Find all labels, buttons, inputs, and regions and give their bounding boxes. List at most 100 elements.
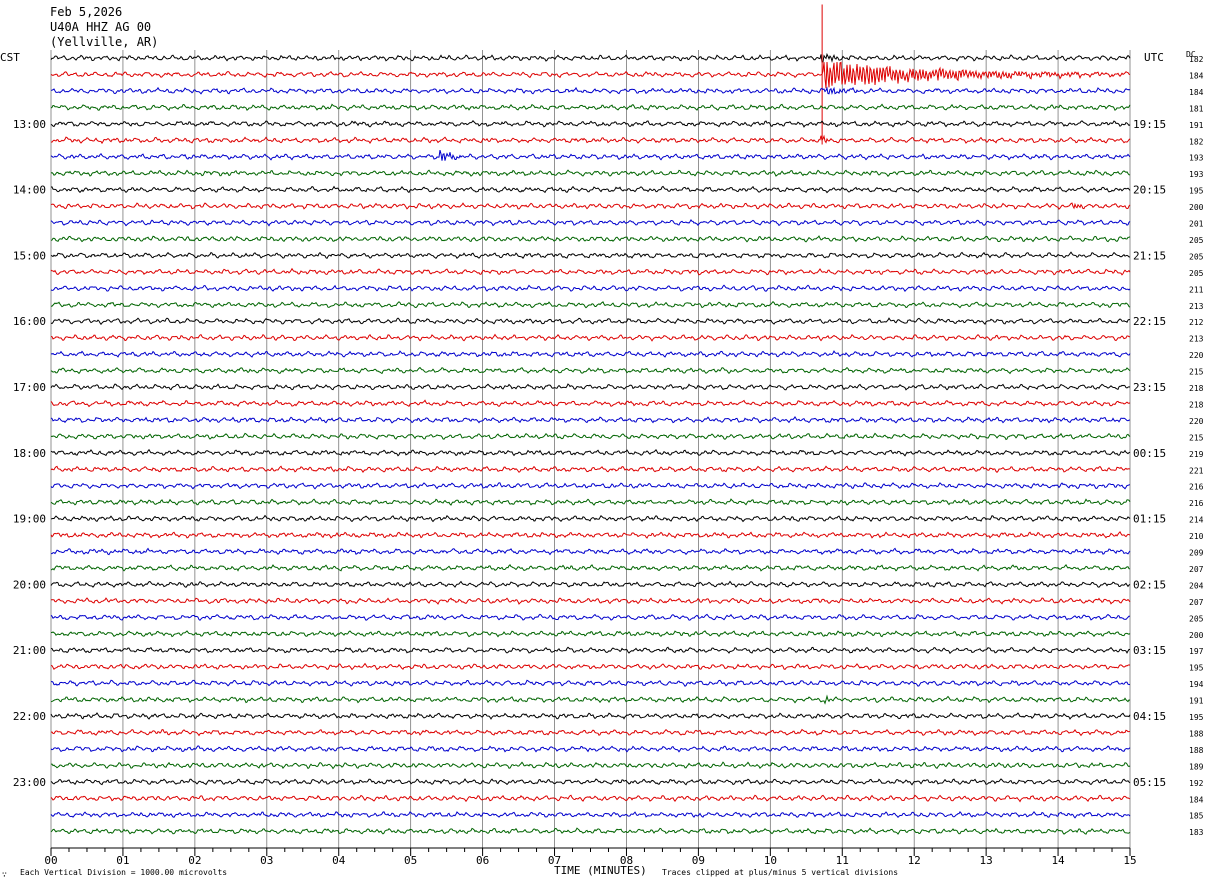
trace-line xyxy=(50,399,1131,408)
x-tick-label: 11 xyxy=(836,854,849,867)
dc-offset-label: 213 xyxy=(1189,302,1204,311)
trace-line xyxy=(50,333,1131,342)
x-tick-label: 02 xyxy=(188,854,201,867)
x-tick-label: 10 xyxy=(764,854,777,867)
dc-offset-label: 189 xyxy=(1189,762,1204,771)
trace-line xyxy=(50,61,1131,89)
dc-offset-label: 182 xyxy=(1189,55,1204,64)
trace-line xyxy=(50,547,1131,556)
x-axis-title: TIME (MINUTES) xyxy=(554,864,647,877)
dc-offset-label: 210 xyxy=(1189,532,1204,541)
dc-offset-label: 181 xyxy=(1189,104,1204,113)
left-hour-label: 13:00 xyxy=(13,118,46,131)
trace-line xyxy=(50,219,1131,227)
trace-line xyxy=(50,350,1131,358)
dc-offset-label: 191 xyxy=(1189,697,1204,706)
left-hour-label: 16:00 xyxy=(13,315,46,328)
trace-line xyxy=(50,235,1131,243)
dc-offset-label: 192 xyxy=(1189,779,1204,788)
trace-line xyxy=(50,383,1131,391)
trace-line xyxy=(50,531,1131,539)
trace-line xyxy=(50,694,1131,705)
dc-offset-label: 219 xyxy=(1189,450,1204,459)
x-tick-label: 01 xyxy=(116,854,129,867)
left-hour-label: 17:00 xyxy=(13,381,46,394)
x-tick-label: 06 xyxy=(476,854,489,867)
dc-offset-label: 195 xyxy=(1189,664,1204,673)
left-hour-labels: 13:00 14:00 15:00 16:00 17:00 18:00 19:00 20:00… xyxy=(13,118,46,789)
right-hour-label: 19:15 xyxy=(1133,118,1166,131)
trace-line xyxy=(50,185,1131,194)
dc-offset-label: 221 xyxy=(1189,466,1204,475)
dc-offset-label: 184 xyxy=(1189,88,1204,97)
trace-line xyxy=(50,646,1131,655)
trace-line xyxy=(50,119,1131,128)
dc-offset-header: DC xyxy=(1186,50,1196,59)
trace-line xyxy=(50,761,1131,770)
trace-line xyxy=(50,169,1131,178)
trace-line xyxy=(50,613,1131,621)
dc-offset-label: 204 xyxy=(1189,581,1204,590)
x-tick-label: 13 xyxy=(980,854,993,867)
trace-line xyxy=(50,448,1131,457)
trace-line xyxy=(50,794,1131,803)
trace-line xyxy=(50,728,1131,737)
trace-line xyxy=(50,712,1131,720)
trace-line xyxy=(50,630,1131,638)
left-hour-label: 22:00 xyxy=(13,710,46,723)
x-tick-label: 07 xyxy=(548,854,561,867)
dc-offset-label: 188 xyxy=(1189,746,1204,755)
dc-offset-label: 200 xyxy=(1189,203,1204,212)
left-hour-label: 21:00 xyxy=(13,644,46,657)
x-tick-label: 05 xyxy=(404,854,417,867)
dc-offset-label: 216 xyxy=(1189,499,1204,508)
dc-offset-label: 194 xyxy=(1189,680,1204,689)
right-hour-label: 22:15 xyxy=(1133,315,1166,328)
trace-line xyxy=(50,366,1131,375)
dc-offset-label: 214 xyxy=(1189,516,1204,525)
x-axis: 00 01 02 03 04 05 06 07 08 09 10 11 12 13 14 15 xyxy=(44,847,1137,867)
trace-line xyxy=(50,498,1131,506)
dc-offset-label: 220 xyxy=(1189,351,1204,360)
dc-offset-label: 216 xyxy=(1189,483,1204,492)
trace-line xyxy=(50,149,1131,161)
trace-line xyxy=(50,679,1131,687)
dc-offset-label: 207 xyxy=(1189,565,1204,574)
dc-offset-label: 197 xyxy=(1189,647,1204,656)
left-hour-label: 20:00 xyxy=(13,578,46,591)
trace-line xyxy=(50,251,1131,259)
right-hour-label: 05:15 xyxy=(1133,776,1166,789)
dc-offset-label: 183 xyxy=(1189,828,1204,837)
dc-offset-label: 207 xyxy=(1189,598,1204,607)
right-hour-label: 20:15 xyxy=(1133,184,1166,197)
dc-offset-label: 205 xyxy=(1189,614,1204,623)
dc-offset-label: 182 xyxy=(1189,137,1204,146)
dc-offset-label: 218 xyxy=(1189,400,1204,409)
right-hour-label: 00:15 xyxy=(1133,447,1166,460)
dc-offset-label: 193 xyxy=(1189,170,1204,179)
dc-offset-label: 184 xyxy=(1189,71,1204,80)
dc-offset-label: 212 xyxy=(1189,318,1204,327)
scale-note: Each Vertical Division = 1000.00 microvo… xyxy=(20,868,227,877)
trace-line xyxy=(50,465,1131,474)
right-hour-label: 01:15 xyxy=(1133,513,1166,526)
right-timezone-label: UTC xyxy=(1144,51,1164,64)
dc-offset-label: 193 xyxy=(1189,154,1204,163)
dc-offset-label: 213 xyxy=(1189,335,1204,344)
right-hour-label: 23:15 xyxy=(1133,381,1166,394)
trace-line xyxy=(50,563,1131,572)
trace-line xyxy=(50,317,1131,326)
right-hour-label: 04:15 xyxy=(1133,710,1166,723)
x-tick-label: 14 xyxy=(1051,854,1065,867)
dc-offset-label: 185 xyxy=(1189,812,1204,821)
x-tick-label: 09 xyxy=(692,854,705,867)
trace-line xyxy=(50,301,1131,309)
header-date: Feb 5,2026 xyxy=(50,5,122,19)
trace-line xyxy=(50,284,1131,292)
x-tick-label: 00 xyxy=(44,854,57,867)
clip-note: Traces clipped at plus/minus 5 vertical … xyxy=(662,868,898,877)
trace-group xyxy=(50,4,1131,835)
x-tick-label: 12 xyxy=(908,854,921,867)
header-location: (Yellville, AR) xyxy=(50,35,158,49)
dc-offset-label: 195 xyxy=(1189,713,1204,722)
